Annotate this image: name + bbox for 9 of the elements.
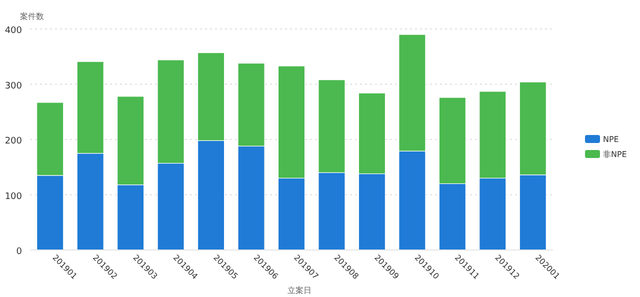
legend-label: 非NPE (603, 150, 627, 159)
x-axis-title: 立案日 (288, 286, 312, 295)
y-tick-label: 100 (4, 192, 22, 202)
y-tick-label: 300 (4, 81, 22, 92)
y-tick-label: 200 (4, 136, 22, 146)
y-tick-label: 400 (4, 26, 22, 36)
y-axis-title: 案件数 (20, 12, 44, 21)
y-tick-label: 0 (16, 247, 22, 257)
legend-label: NPE (603, 135, 619, 144)
